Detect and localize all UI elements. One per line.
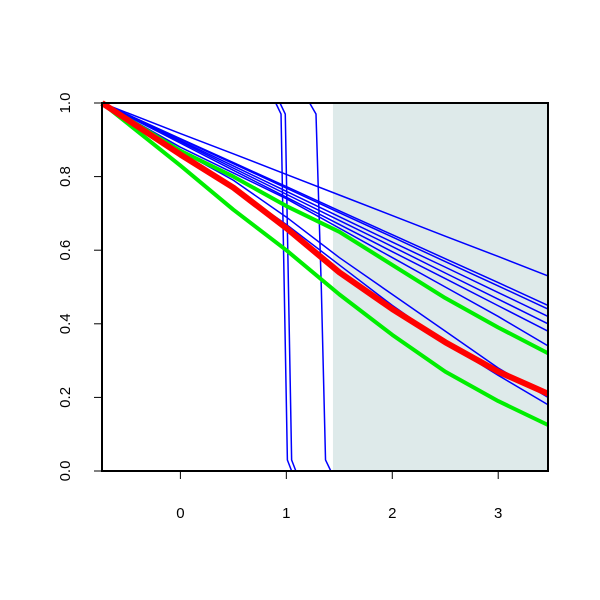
- series-line: [100, 100, 550, 397]
- x-tick-label: 3: [494, 505, 502, 522]
- y-tick-label: 1.0: [57, 93, 74, 114]
- y-tick-label: 0.6: [57, 240, 74, 261]
- series-line: [100, 101, 549, 356]
- y-tick-label: 0.4: [57, 313, 74, 334]
- series-line: [101, 102, 549, 277]
- y-tick-label: 0.0: [57, 461, 74, 482]
- series-line: [101, 102, 549, 332]
- series-line: [101, 102, 549, 347]
- y-tick-label: 0.2: [57, 387, 74, 408]
- series-line: [101, 102, 549, 310]
- series-line: [101, 102, 549, 325]
- x-tick-label: 0: [176, 505, 184, 522]
- series-line: [100, 101, 549, 427]
- x-tick-label: 2: [388, 505, 396, 522]
- x-tick-label: 1: [282, 505, 290, 522]
- plot-frame: [101, 102, 549, 472]
- y-tick-label: 0.8: [57, 166, 74, 187]
- series-line: [101, 102, 549, 318]
